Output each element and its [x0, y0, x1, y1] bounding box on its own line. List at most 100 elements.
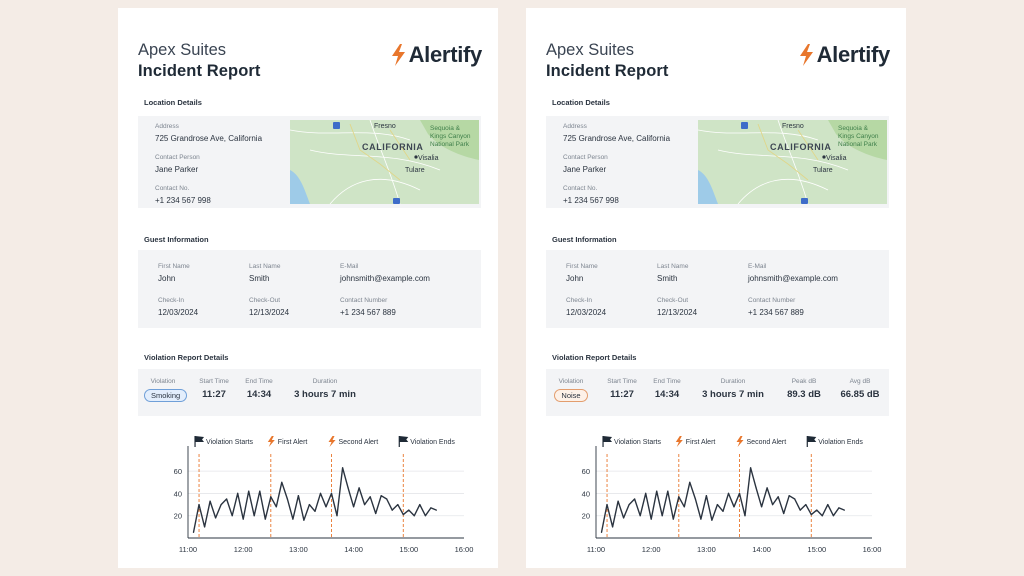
first-name-value: John: [158, 274, 176, 283]
data-point: [270, 496, 272, 498]
contact-no-value: +1 234 567 998: [155, 196, 211, 205]
contact-no-label: Contact No.: [155, 185, 190, 192]
contact-number-field: Contact Number +1 234 567 889: [748, 296, 804, 319]
data-point: [397, 504, 399, 506]
last-name-value: Smith: [249, 274, 270, 283]
map-park-line-2: Kings Canyon: [430, 133, 471, 140]
peak-db-value: 89.3 dB: [787, 389, 821, 400]
flag-cloth: [603, 436, 613, 442]
duration-label: Duration: [720, 378, 746, 385]
data-point: [364, 504, 366, 506]
bolt-icon: [736, 436, 744, 447]
data-point: [623, 517, 625, 519]
violation-type-stat: Violation Noise: [552, 378, 590, 403]
data-point: [794, 498, 796, 500]
incident-report-left: Apex Suites Incident Report Alertify Loc…: [118, 8, 498, 568]
flag-icon: [194, 436, 205, 447]
data-point: [413, 515, 415, 517]
data-point: [336, 515, 338, 517]
email-value: johnsmith@example.com: [340, 274, 430, 283]
data-point: [755, 487, 757, 489]
contact-person-label: Contact Person: [155, 154, 200, 161]
location-map[interactable]: Fresno CALIFORNIA Visalia Tulare Sequoia…: [290, 120, 479, 204]
contact-number-label: Contact Number: [748, 297, 796, 304]
x-tick-label: 15:00: [399, 545, 418, 554]
map-city-2: Visalia: [826, 155, 847, 162]
map-city-dot: [414, 155, 418, 159]
data-point: [600, 531, 603, 533]
start-time-stat: Start Time 11:27: [604, 378, 640, 400]
duration-value: 3 hours 7 min: [702, 389, 764, 400]
last-name-field: Last Name Smith: [657, 262, 688, 285]
y-tick-label: 40: [582, 489, 590, 498]
bolt-shape: [328, 436, 336, 447]
data-point: [777, 496, 779, 498]
location-panel: Address 725 Grandrose Ave, California Co…: [138, 116, 481, 208]
data-point: [766, 487, 768, 489]
duration-stat: Duration 3 hours 7 min: [698, 378, 768, 400]
contact-person-field: Contact Person Jane Parker: [563, 153, 608, 176]
email-field: E-Mail johnsmith@example.com: [340, 262, 430, 285]
data-point: [722, 510, 724, 512]
end-time-label: End Time: [653, 378, 681, 385]
address-value: 725 Grandrose Ave, California: [563, 134, 671, 143]
legend-label: First Alert: [278, 439, 308, 446]
map-park-line-3: National Park: [430, 141, 470, 148]
data-point: [242, 518, 244, 520]
checkout-label: Check-Out: [657, 297, 689, 304]
bolt-icon: [267, 436, 275, 447]
violation-chart: 20 40 60 11:00 12:00 13:00 14:00 15:00 16:00 Viol…: [166, 436, 482, 562]
data-series-line: [192, 467, 437, 533]
data-point: [772, 504, 774, 506]
data-point: [435, 509, 437, 511]
contact-number-field: Contact Number +1 234 567 889: [340, 296, 396, 319]
data-point: [297, 495, 299, 497]
first-name-field: First Name John: [566, 262, 598, 285]
data-point: [645, 492, 647, 494]
start-time-value: 11:27: [610, 389, 634, 400]
legend-label: Violation Starts: [614, 439, 661, 446]
data-point: [342, 467, 344, 469]
data-point: [369, 496, 371, 498]
data-point: [634, 498, 636, 500]
guest-panel: First Name John Last Name Smith E-Mail j…: [138, 250, 481, 328]
address-label: Address: [563, 123, 587, 130]
flag-icon: [806, 436, 817, 447]
data-point: [650, 518, 652, 520]
map-highway-shield: [393, 198, 400, 204]
data-point: [259, 490, 261, 492]
data-point: [319, 492, 322, 494]
location-map[interactable]: Fresno CALIFORNIA Visalia Tulare Sequoia…: [698, 120, 887, 204]
data-point: [617, 500, 619, 502]
data-point: [832, 515, 834, 517]
x-tick-label: 11:00: [587, 545, 605, 554]
x-tick-label: 14:00: [344, 545, 363, 554]
avg-db-value: 66.85 dB: [840, 389, 880, 400]
y-tick-label: 20: [174, 512, 182, 521]
email-label: E-Mail: [340, 263, 359, 270]
violation-type-badge: Smoking: [144, 389, 188, 402]
data-point: [661, 515, 663, 517]
brand-name: Alertify: [408, 42, 483, 67]
data-point: [380, 495, 382, 497]
contact-no-label: Contact No.: [563, 185, 598, 192]
brand-logo: Alertify: [390, 42, 482, 68]
data-point: [424, 515, 426, 517]
email-label: E-Mail: [748, 263, 767, 270]
legend-label: Violation Starts: [206, 439, 253, 446]
data-point: [656, 490, 658, 492]
map-region-label: CALIFORNIA: [362, 142, 424, 152]
data-point: [788, 495, 790, 497]
incident-report-right: Apex Suites Incident Report Alertify Loc…: [526, 8, 906, 568]
data-point: [308, 504, 310, 506]
violation-section-title: Violation Report Details: [552, 353, 637, 362]
data-point: [204, 526, 206, 528]
data-point: [330, 492, 333, 494]
checkin-field: Check-In 12/03/2024: [566, 296, 606, 319]
data-point: [733, 506, 735, 508]
start-time-label: Start Time: [199, 378, 229, 385]
address-field: Address 725 Grandrose Ave, California: [155, 122, 262, 145]
start-time-value: 11:27: [202, 389, 226, 400]
bolt-icon: [675, 436, 683, 447]
data-point: [198, 504, 200, 506]
